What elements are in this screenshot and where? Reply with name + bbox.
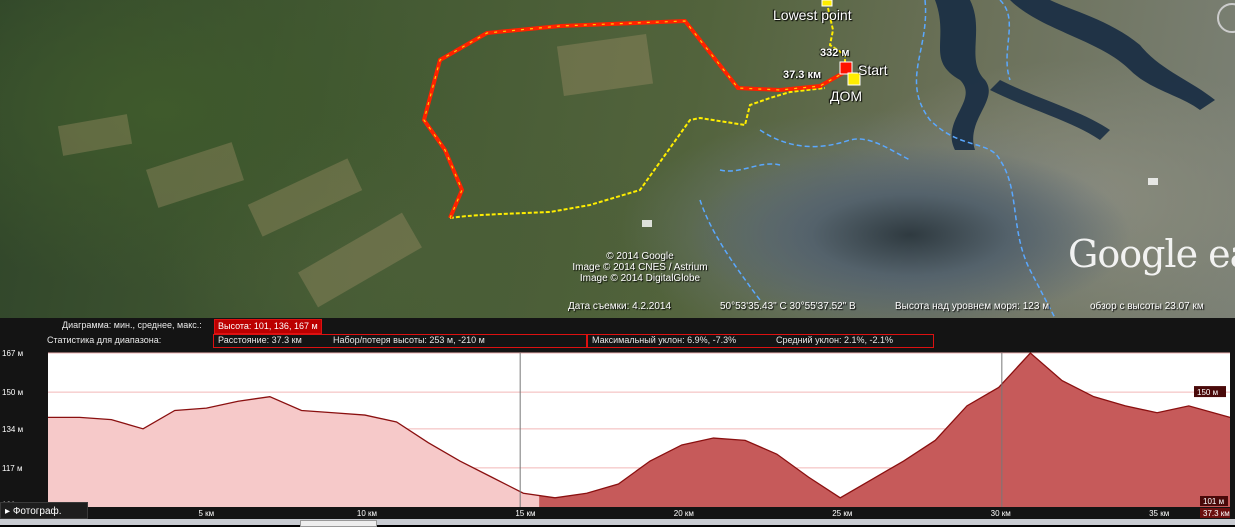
home-marker [847,72,861,86]
river [1010,0,1215,110]
taskbar-strip [0,519,1235,527]
current-value-label: 150 м [1197,388,1218,397]
photo-button-label: Фотограф. [12,506,62,517]
x-tick-label: 10 км [357,509,377,518]
navigation-control [1217,3,1235,33]
x-tick-label: 20 км [674,509,694,518]
map-view[interactable]: Lowest point Start ДОМ 332 м 37.3 км © 2… [0,0,1235,318]
copyright-line: Image © 2014 DigitalGlobe [579,273,701,284]
y-tick-label: 134 м [2,425,23,434]
chart-range-label: Диаграмма: мин., среднее, макс.: [62,320,202,330]
track-red-center [423,20,846,219]
range-stats-label: Статистика для диапазона: [47,335,162,345]
elevation-chart[interactable]: 167 м 150 м 134 м 117 м 101 м 5 км 10 км 15 км… [0,348,1235,519]
elevation-area-selected [539,353,1230,507]
lowest-point-marker [821,0,833,7]
track-red [421,18,846,219]
range-max-slope: Максимальный уклон: 6.9%, -7.3% [592,335,737,345]
range-stats-box-2 [587,334,934,348]
status-bar: Дата съемки: 4.2.2014 50°53'35.43" С 30°… [0,298,1235,316]
river [990,80,1110,140]
cursor-lines [519,353,1003,507]
x-range-end-box [1200,508,1230,518]
photo-marker [642,220,652,227]
range-low-label: 101 м [1203,497,1224,506]
range-gain-loss: Набор/потеря высоты: 253 м, -210 м [333,335,485,345]
y-tick-label: 150 м [2,388,23,397]
track-lowest-connector [827,7,846,72]
home-label: ДОМ [830,88,863,104]
elevation-line [48,352,1231,499]
y-tick-label: 117 м [2,464,22,473]
value-markers: 150 м 101 м [1194,386,1228,506]
copyright-line: Image © 2014 CNES / Astrium [572,262,708,273]
x-tick-label: 37.3 км [1203,509,1230,518]
elevation-range-value[interactable]: Высота: 101, 136, 167 м [214,319,322,334]
elevation-profile-panel: Диаграмма: мин., среднее, макс.: Высота:… [0,318,1235,525]
map-overlay [421,0,1235,318]
water-boundary [719,163,781,172]
water-boundary [999,0,1011,81]
range-avg-slope: Средний уклон: 2.1%, -2.1% [776,335,893,345]
cursor-coordinates: 50°53'35.43" С 30°55'37.52" В [720,301,856,312]
copyright-line: © 2014 Google [606,251,674,262]
imagery-date: Дата съемки: 4.2.2014 [568,301,672,312]
x-axis-ticks: 5 км 10 км 15 км 20 км 25 км 30 км 35 км 37.3 к… [198,508,1230,518]
camera-icon: ▸ [5,506,13,517]
track-yellow [449,87,826,219]
water-boundary [699,199,761,301]
photo-marker [1148,178,1158,185]
taskbar-tab[interactable] [300,520,377,527]
water-boundary [759,129,911,161]
start-label: Start [858,62,888,78]
current-value-box [1194,386,1226,398]
distance-label-total: 37.3 км [783,69,822,81]
x-tick-label: 25 км [832,509,852,518]
elevation-area [48,352,1231,507]
google-earth-logo: Google earth [1068,232,1235,276]
lowest-point-label: Lowest point [773,7,852,23]
y-tick-label: 167 м [2,349,23,358]
cursor-elevation: Высота над уровнем моря: 123 м [895,301,1050,312]
range-low-box [1200,496,1228,506]
x-tick-label: 35 км [1149,509,1169,518]
range-distance: Расстояние: 37.3 км [218,335,302,345]
x-tick-label: 5 км [198,509,214,518]
photo-button[interactable]: ▸ Фотограф. [0,502,88,519]
x-tick-label: 15 км [515,509,535,518]
river [935,0,989,150]
water-boundary [915,0,1056,318]
start-marker [839,61,853,75]
x-tick-label: 30 км [991,509,1011,518]
distance-label-elevation: 332 м [820,47,850,59]
eye-altitude: обзор с высоты 23.07 км [1090,301,1204,312]
range-stats-box-1 [213,334,587,348]
imagery-copyright: © 2014 Google Image © 2014 CNES / Astriu… [550,251,730,284]
